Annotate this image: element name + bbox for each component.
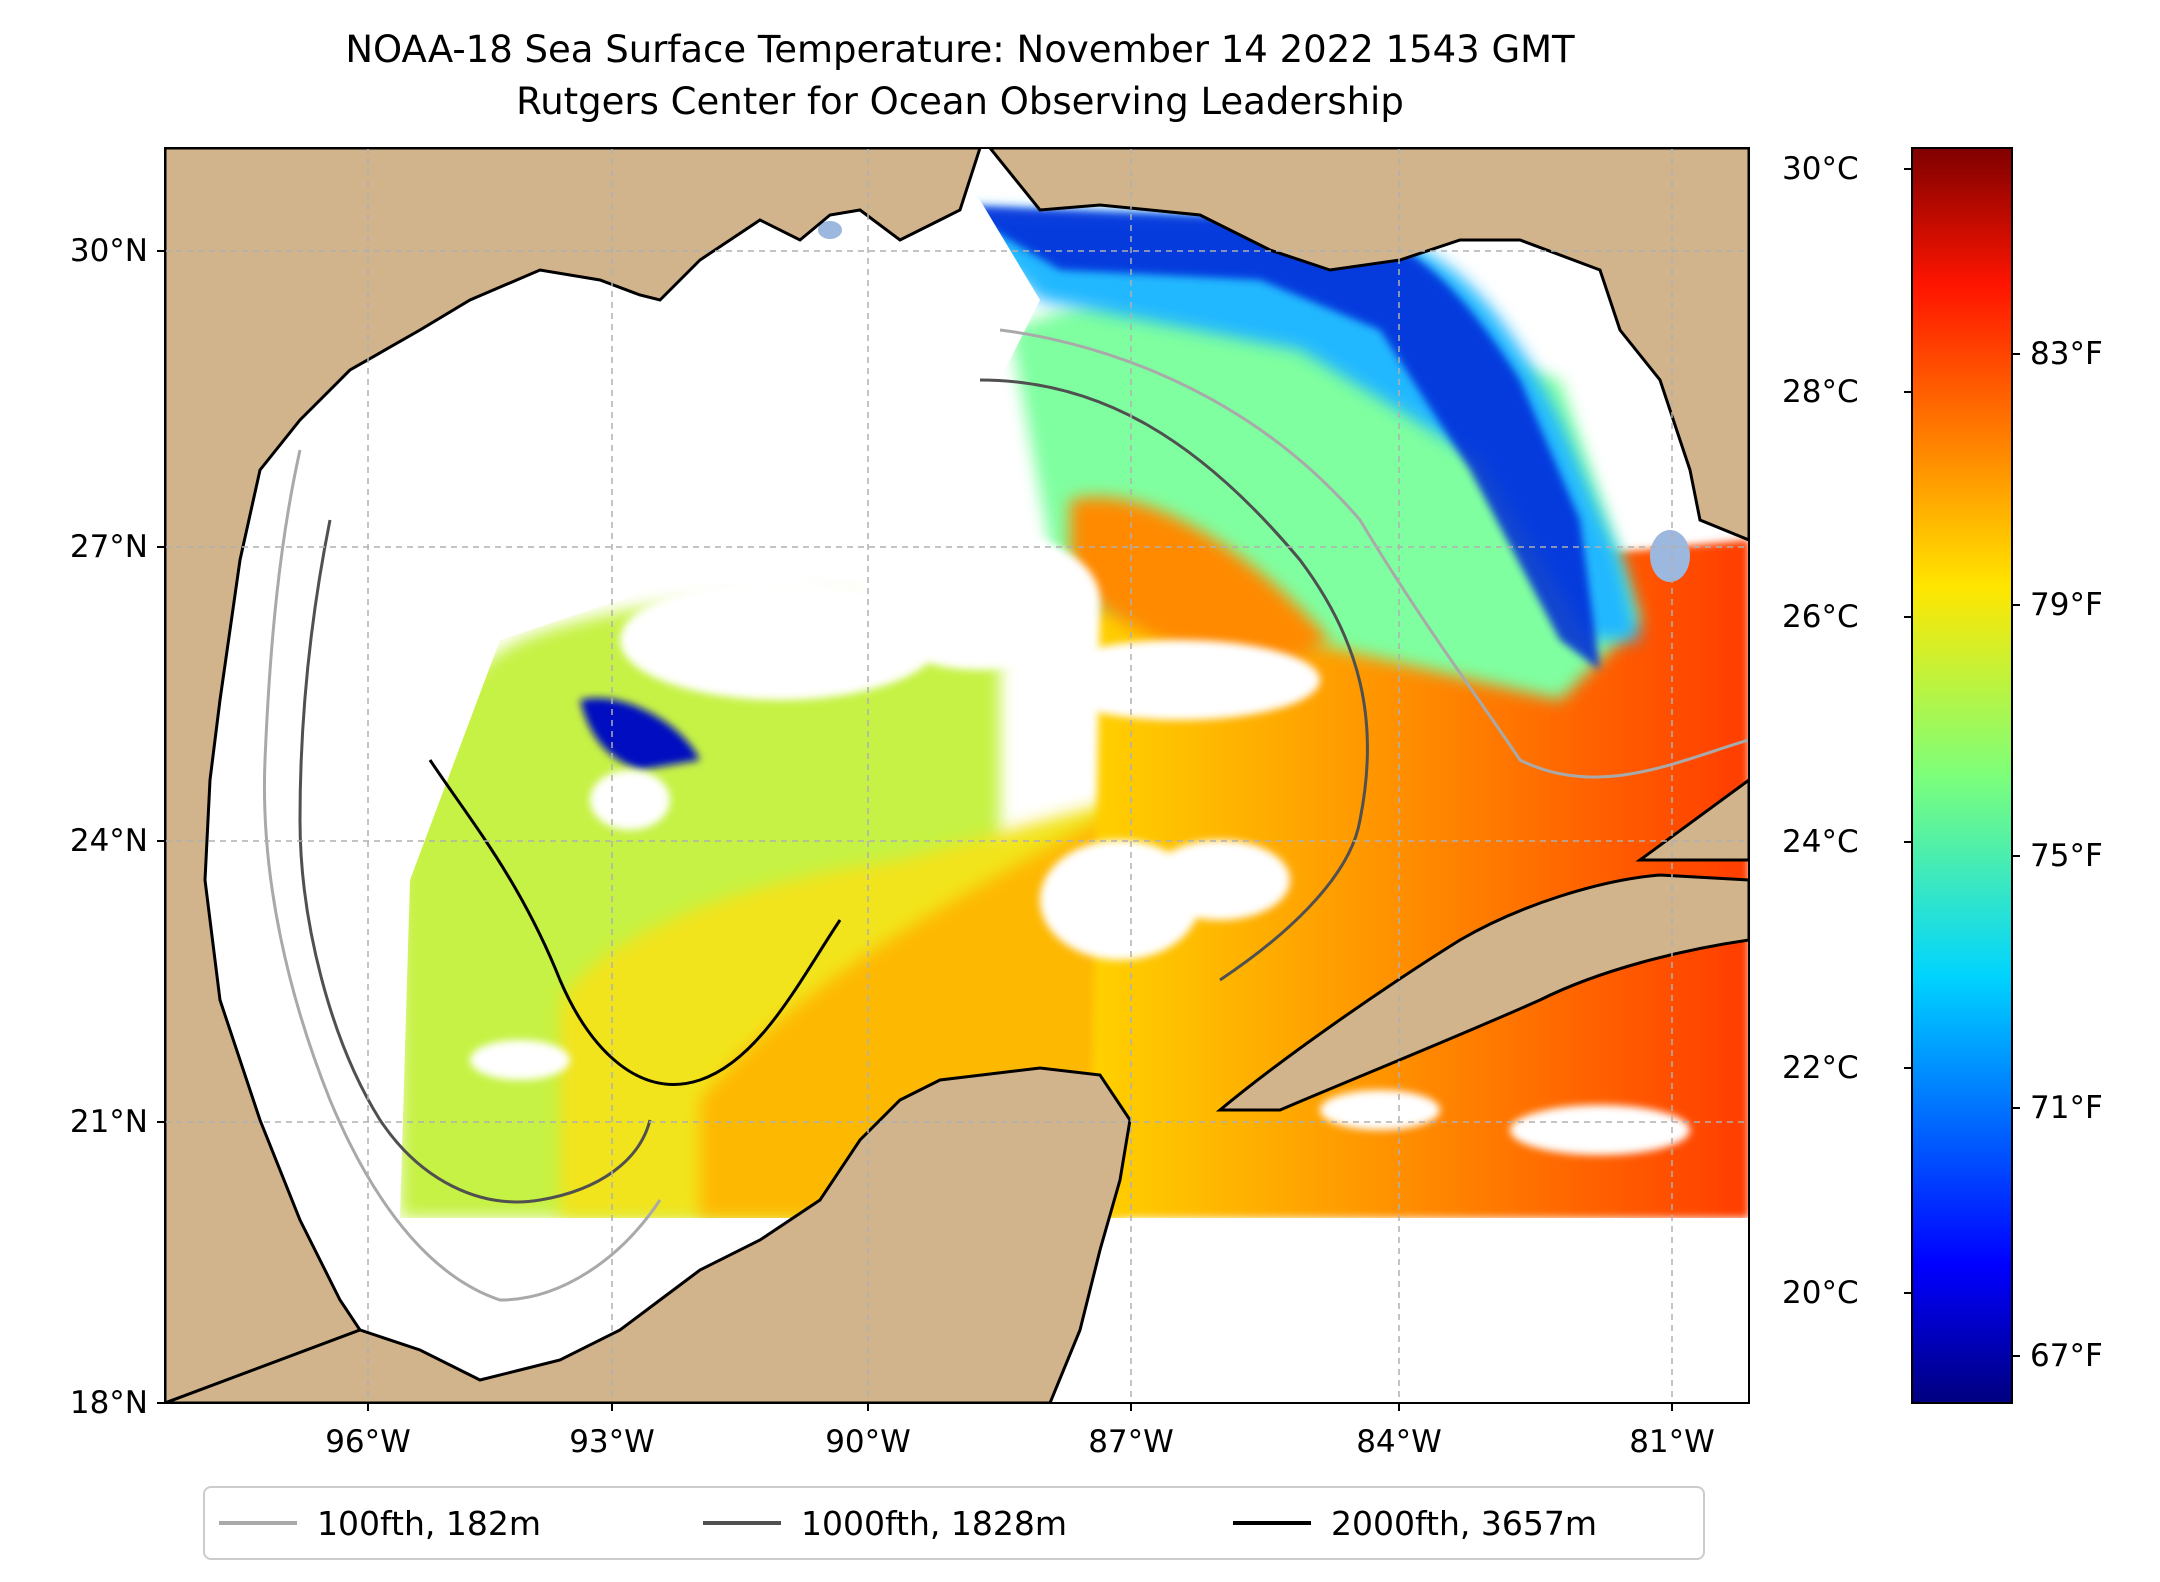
colorbar-label-f-75: 75°F <box>2030 838 2103 874</box>
legend-item-1000fth: 1000fth, 1828m <box>703 1488 1067 1558</box>
legend-label-100fth: 100fth, 182m <box>317 1503 541 1543</box>
legend-swatch-100fth <box>219 1521 297 1525</box>
colorbar-label-f-83: 83°F <box>2030 336 2103 372</box>
legend-swatch-2000fth <box>1233 1521 1311 1525</box>
contour-2000fth <box>428 759 842 1086</box>
colorbar-label-c-24: 24°C <box>1782 824 1859 860</box>
map-frame <box>164 147 1750 1404</box>
colorbar-label-f-79: 79°F <box>2030 587 2103 623</box>
sst-cold-patch <box>580 698 700 770</box>
sst-loop-intrusion <box>1070 496 1330 680</box>
lat-label-30n: 30°N <box>69 233 148 269</box>
lon-label-87w: 87°W <box>1088 1424 1174 1460</box>
colorbar <box>1911 147 2013 1404</box>
lon-label-90w: 90°W <box>825 1424 911 1460</box>
lat-label-21n: 21°N <box>69 1104 148 1140</box>
legend-item-100fth: 100fth, 182m <box>219 1488 541 1558</box>
bathymetry-contours <box>262 328 1749 1302</box>
colorbar-label-c-30: 30°C <box>1782 151 1859 187</box>
lat-label-18n: 18°N <box>69 1385 148 1421</box>
map-subtitle: Rutgers Center for Ocean Observing Leade… <box>516 80 1404 123</box>
lon-label-93w: 93°W <box>569 1424 655 1460</box>
lon-label-96w: 96°W <box>325 1424 411 1460</box>
legend-label-2000fth: 2000fth, 3657m <box>1331 1503 1597 1543</box>
map-area <box>165 148 1749 1403</box>
lon-label-84w: 84°W <box>1356 1424 1442 1460</box>
land-cuba <box>1215 873 1749 1112</box>
land-bahamas <box>1635 778 1749 862</box>
colorbar-label-c-20: 20°C <box>1782 1275 1859 1311</box>
colorbar-ticks <box>1904 168 2020 1357</box>
sst-shelf-blue <box>950 205 1600 670</box>
axis-ticks <box>157 250 1673 1411</box>
legend-swatch-1000fth <box>703 1521 781 1525</box>
land-us-mexico-west <box>165 148 982 1403</box>
legend-label-1000fth: 1000fth, 1828m <box>801 1503 1067 1543</box>
colorbar-label-f-71: 71°F <box>2030 1090 2103 1126</box>
lat-label-24n: 24°N <box>69 823 148 859</box>
colorbar-label-c-22: 22°C <box>1782 1050 1859 1086</box>
graticule <box>165 148 1749 1403</box>
lon-label-81w: 81°W <box>1629 1424 1715 1460</box>
contour-1000fth <box>298 519 652 1204</box>
contour-legend: 100fth, 182m 1000fth, 1828m 2000fth, 365… <box>203 1486 1705 1560</box>
land-florida <box>988 148 1749 542</box>
colorbar-label-f-67: 67°F <box>2030 1338 2103 1374</box>
colorbar-label-c-28: 28°C <box>1782 374 1859 410</box>
cloud-gaps <box>470 530 1690 1155</box>
sst-data-field <box>165 148 1749 1403</box>
land-yucatan <box>165 1066 1132 1403</box>
colorbar-label-c-26: 26°C <box>1782 599 1859 635</box>
contour-100fth <box>262 449 662 1302</box>
lat-label-27n: 27°N <box>69 529 148 565</box>
map-title: NOAA-18 Sea Surface Temperature: Novembe… <box>345 28 1575 71</box>
legend-item-2000fth: 2000fth, 3657m <box>1233 1488 1597 1558</box>
land <box>165 148 1749 1403</box>
